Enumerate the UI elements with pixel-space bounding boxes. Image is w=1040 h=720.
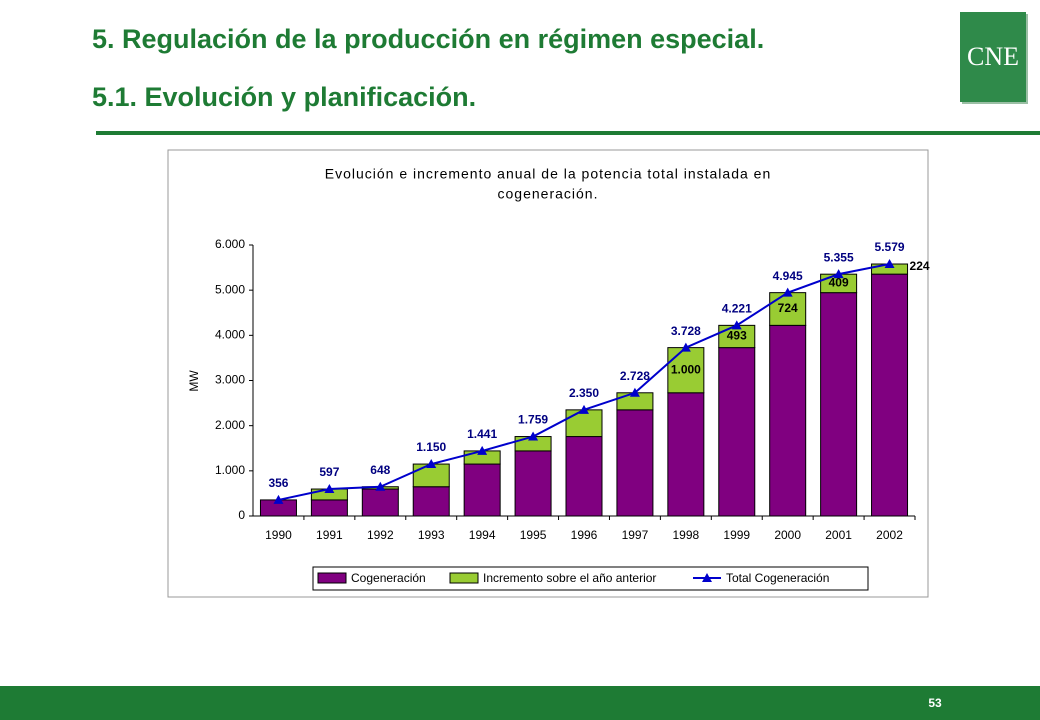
bar <box>871 273 909 517</box>
bar <box>769 292 807 326</box>
chart-title: cogeneración. <box>498 186 599 202</box>
data-label: 724 <box>778 301 798 315</box>
y-tick-label: 1.000 <box>215 463 245 477</box>
bar <box>718 347 756 517</box>
data-label: 1.441 <box>467 427 497 441</box>
bar <box>667 392 705 517</box>
data-label: 1.759 <box>518 413 548 427</box>
bar <box>412 486 450 517</box>
bar <box>361 488 399 517</box>
x-tick-label: 1990 <box>265 528 292 542</box>
data-label: 4.945 <box>773 269 803 283</box>
legend-label: Total Cogeneración <box>726 571 829 585</box>
x-tick-label: 1998 <box>672 528 699 542</box>
y-tick-label: 3.000 <box>215 373 245 387</box>
marker <box>273 494 284 504</box>
bar <box>565 436 603 517</box>
data-label: 4.221 <box>722 302 752 316</box>
data-label: 1.000 <box>671 362 701 376</box>
marker <box>884 259 895 269</box>
y-tick-label: 4.000 <box>215 328 245 342</box>
x-tick-label: 1997 <box>622 528 649 542</box>
marker <box>731 320 742 330</box>
bar <box>667 347 705 394</box>
x-tick-label: 1991 <box>316 528 343 542</box>
x-tick-label: 2000 <box>774 528 801 542</box>
y-axis-label: MW <box>187 370 201 392</box>
x-tick-label: 2001 <box>825 528 852 542</box>
y-tick-label: 0 <box>238 508 245 522</box>
bar <box>820 292 858 517</box>
bar <box>769 324 807 517</box>
data-label: 409 <box>829 276 849 290</box>
data-label: 5.579 <box>875 240 905 254</box>
page-number: 53 <box>928 696 942 710</box>
slide-title: 5. Regulación de la producción en régime… <box>92 24 765 54</box>
data-label: 5.355 <box>824 250 854 264</box>
marker <box>426 459 437 469</box>
y-tick-label: 2.000 <box>215 418 245 432</box>
x-tick-label: 1999 <box>723 528 750 542</box>
bar <box>514 450 552 517</box>
slide-subtitle: 5.1. Evolución y planificación. <box>92 82 477 112</box>
data-label: 2.728 <box>620 369 650 383</box>
bar <box>310 499 348 517</box>
marker <box>528 431 539 441</box>
marker <box>629 387 640 397</box>
bar <box>616 409 654 517</box>
x-tick-label: 1994 <box>469 528 496 542</box>
bar <box>463 463 501 517</box>
data-label: 224 <box>910 259 930 273</box>
data-label: 3.728 <box>671 324 701 338</box>
data-label: 597 <box>319 465 339 479</box>
marker <box>375 481 386 491</box>
marker <box>579 404 589 414</box>
marker <box>833 269 844 279</box>
data-label: 648 <box>370 463 390 477</box>
marker <box>324 484 335 494</box>
chart-title: Evolución e incremento anual de la poten… <box>325 166 771 182</box>
logo: CNE <box>960 12 1026 102</box>
y-tick-label: 5.000 <box>215 282 245 296</box>
marker <box>680 342 691 352</box>
footer-bar: 53 <box>0 686 1040 720</box>
x-tick-label: 1993 <box>418 528 445 542</box>
legend-swatch <box>317 572 347 584</box>
x-tick-label: 1992 <box>367 528 394 542</box>
legend-label: Incremento sobre el año anterior <box>483 571 656 585</box>
divider <box>96 131 1040 135</box>
marker <box>477 445 488 455</box>
marker <box>782 287 793 297</box>
bar <box>565 409 603 438</box>
legend-swatch <box>449 572 479 584</box>
x-tick-label: 1996 <box>571 528 598 542</box>
data-label: 356 <box>268 476 288 490</box>
x-tick-label: 2002 <box>876 528 903 542</box>
legend-swatch <box>702 573 712 582</box>
data-label: 2.350 <box>569 386 599 400</box>
x-tick-label: 1995 <box>520 528 547 542</box>
y-tick-label: 6.000 <box>215 237 245 251</box>
data-label: 493 <box>727 329 747 343</box>
data-label: 1.150 <box>416 440 446 454</box>
legend-label: Cogeneración <box>351 571 426 585</box>
